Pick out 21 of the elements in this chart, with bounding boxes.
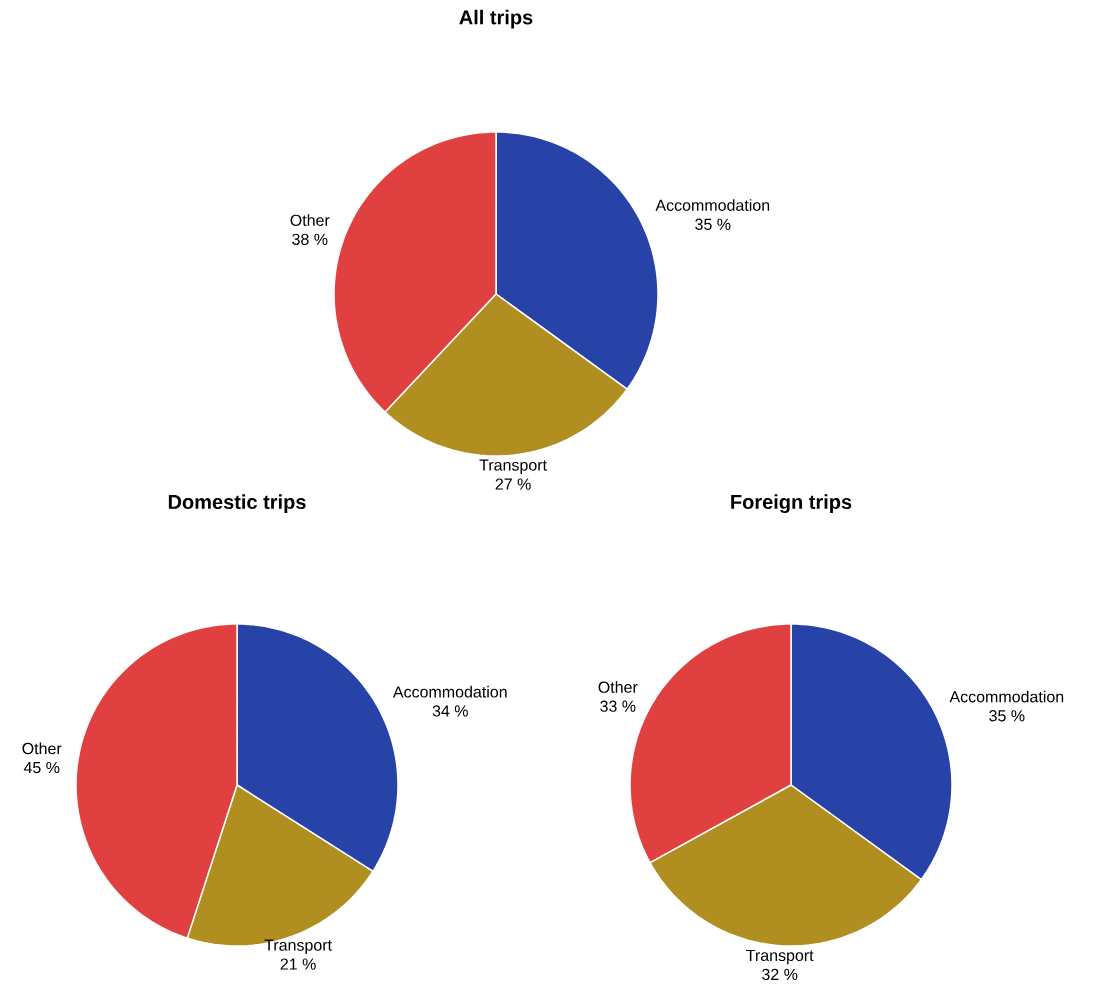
chart-title: Domestic trips — [168, 494, 306, 514]
slice-label: Other — [22, 742, 62, 755]
data-label: 33 % — [600, 700, 636, 712]
chart-title: Foreign trips — [731, 494, 852, 514]
slice-label: Accommodation — [655, 199, 770, 211]
slice-label: Other — [290, 214, 330, 226]
data-label: 27 % — [495, 478, 531, 490]
slice-label: Other — [598, 681, 638, 693]
data-label: 35 % — [695, 218, 731, 230]
slice-label: Transport — [746, 949, 814, 965]
data-label: 32 % — [762, 968, 798, 981]
slice-label: Accommodation — [949, 690, 1064, 703]
data-label: 38 % — [292, 233, 328, 245]
data-label: 35 % — [989, 710, 1025, 722]
data-label: 34 % — [432, 705, 468, 717]
slice-label: Transport — [479, 459, 547, 474]
data-label: 45 % — [23, 761, 60, 774]
slice-label: Transport — [264, 939, 332, 954]
chart-title: All trips — [459, 9, 533, 29]
slice-label: Accommodation — [392, 685, 507, 698]
data-label: 21 % — [280, 958, 316, 970]
